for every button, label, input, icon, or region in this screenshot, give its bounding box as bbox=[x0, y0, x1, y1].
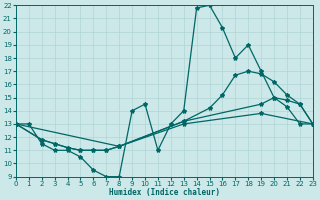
X-axis label: Humidex (Indice chaleur): Humidex (Indice chaleur) bbox=[109, 188, 220, 197]
